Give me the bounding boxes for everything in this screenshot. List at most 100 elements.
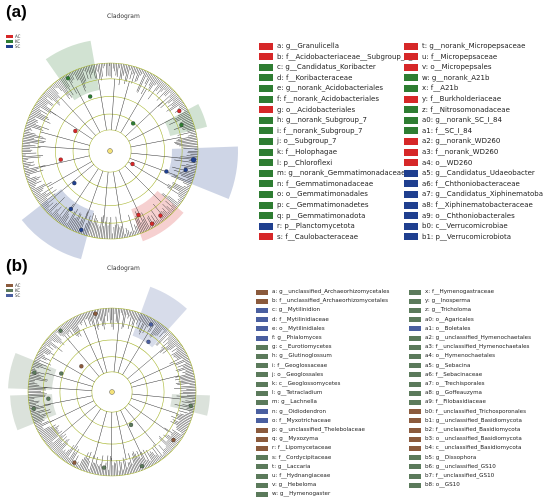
legend-label: a9: f__Filobasidiaceae: [425, 399, 486, 406]
biomarker-node: [79, 364, 84, 369]
legend-swatch: [404, 222, 418, 230]
legend-entry: a9: o__Chthoniobacterales: [404, 212, 515, 220]
legend-entry: d: f__Koribacteraceae: [259, 74, 352, 82]
legend-entry: a7: g__Candidatus_Xiphinematoba: [404, 190, 543, 198]
mini-legend-swatch: [6, 284, 13, 287]
branches: [43, 323, 181, 461]
legend-swatch: [404, 201, 418, 209]
legend-entry: o: o__Gemmatimonadales: [259, 190, 368, 198]
legend-label: a0: o__Agaricales: [425, 316, 474, 323]
legend-entry: j: o__Geoglossales: [256, 372, 323, 378]
legend-swatch: [256, 289, 268, 295]
biomarker-node: [130, 161, 135, 167]
legend-entry: e: g__norank_Acidobacteriales: [259, 84, 383, 92]
legend-entry: a9: f__Filobasidiaceae: [409, 399, 486, 405]
legend-entry: a6: f__Sebacinaceae: [409, 372, 482, 378]
legend-swatch: [404, 233, 418, 241]
legend-swatch: [256, 335, 268, 341]
legend-swatch: [256, 491, 268, 497]
biomarker-node: [31, 406, 36, 411]
legend-swatch: [409, 482, 421, 488]
legend-swatch: [404, 95, 418, 103]
mini-legend-swatch: [6, 289, 13, 292]
biomarker-node: [146, 339, 151, 344]
legend-label: b0: f__unclassified_Trichosporonales: [425, 408, 527, 415]
mini-legend-item: KC: [6, 39, 20, 44]
legend-swatch: [404, 74, 418, 82]
legend-swatch: [404, 42, 418, 50]
legend-label: m: g__Lachnella: [272, 399, 317, 406]
legend-label: s: f__Caulobacteraceae: [277, 232, 359, 241]
legend-swatch: [409, 390, 421, 396]
legend-label: b0: c__Verrucomicrobiae: [422, 222, 508, 231]
legend-entry: w: g__Hymenogaster: [256, 491, 330, 497]
legend-swatch: [409, 464, 421, 470]
legend-label: b6: g__unclassified_GS10: [425, 463, 496, 470]
legend-label: k: f__Holophagae: [277, 148, 338, 156]
legend-swatch: [256, 326, 268, 332]
legend-swatch: [259, 95, 273, 103]
legend-label: w: g__Hymenogaster: [272, 491, 331, 498]
mini-legend-swatch: [6, 40, 13, 43]
legend-swatch: [404, 63, 418, 71]
legend-swatch: [409, 326, 421, 332]
biomarker-node: [149, 221, 155, 226]
legend-label: a2: g__norank_WD260: [422, 137, 501, 146]
tree-level-ring: [91, 371, 133, 413]
biomarker-node: [164, 169, 169, 174]
legend-swatch: [409, 381, 421, 387]
biomarker-node: [177, 108, 182, 114]
root-node: [107, 148, 113, 154]
legend-swatch: [259, 137, 273, 145]
legend-label: a7: g__Candidatus_Xiphinematoba: [422, 190, 544, 199]
legend-entry: b4: c__unclassified_Basidiomycota: [409, 445, 521, 451]
biomarker-node: [179, 122, 184, 128]
legend-label: k: c__Geoglossomycetes: [272, 381, 341, 387]
legend-entry: f: f__norank_Acidobacteriales: [259, 95, 379, 103]
biomarker-node: [68, 206, 74, 212]
mini-legend-label: KC: [15, 39, 21, 44]
legend-label: u: f__Micropepsaceae: [422, 52, 498, 61]
panel-b-letter: (b): [6, 256, 28, 275]
legend-label: y: g__Inosperma: [425, 298, 471, 305]
legend-entry: a1: f__SC_I_84: [404, 127, 472, 135]
legend-swatch: [256, 455, 268, 461]
panel-b-cladogram: [8, 286, 210, 477]
legend-swatch: [256, 344, 268, 350]
legend-label: d: f__Koribacteraceae: [277, 73, 353, 82]
biomarker-node: [72, 180, 77, 186]
legend-label: m: g__norank_Gemmatimonadaceae: [277, 169, 406, 178]
mini-legend-label: SC: [15, 293, 21, 298]
legend-swatch: [404, 127, 418, 135]
legend-swatch: [409, 445, 421, 451]
legend-entry: a5: g__Candidatus_Udaeobacter: [404, 169, 535, 177]
leaf-ring: [22, 63, 199, 239]
legend-entry: h: g__norank_Subgroup_7: [259, 116, 367, 124]
legend-entry: l: g__Tetracladium: [256, 390, 322, 396]
legend-label: e: g__norank_Acidobacteriales: [277, 84, 384, 93]
legend-entry: b8: o__GS10: [409, 482, 460, 488]
legend-swatch: [404, 169, 418, 177]
biomarker-node: [183, 167, 188, 173]
legend-entry: a2: g__unclassified_Hymenochaetales: [409, 335, 531, 341]
legend-entry: a: g__unclassified_Archaeorhizomycetales: [256, 289, 389, 295]
legend-entry: a6: f__Chthoniobacteraceae: [404, 180, 520, 188]
legend-label: g: c__Eurotiomycetes: [272, 344, 332, 351]
tree-level-ring: [88, 129, 132, 173]
legend-swatch: [256, 317, 268, 323]
biomarker-node: [65, 76, 71, 81]
legend-label: x: f__Hymenogastraceae: [425, 289, 495, 295]
legend-label: y: f__Burkholderiaceae: [422, 95, 502, 103]
clade-highlight: [164, 104, 208, 137]
legend-label: a6: f__Chthoniobacteraceae: [422, 179, 520, 188]
panel-a-cladogram: [21, 40, 238, 260]
legend-entry: b: f__Acidobacteriaceae__Subgroup_1_: [259, 53, 412, 61]
legend-label: n: g__Oidiodendron: [272, 408, 327, 415]
legend-swatch: [409, 399, 421, 405]
tree-level-ring: [55, 96, 165, 206]
legend-label: e: o__Mytilinidiales: [272, 325, 325, 332]
legend-label: z: g__Tricholoma: [425, 307, 472, 314]
legend-swatch: [259, 127, 273, 135]
legend-entry: p: c__Gemmatimonadetes: [259, 201, 369, 209]
legend-label: a: g__Granulicella: [277, 42, 340, 50]
